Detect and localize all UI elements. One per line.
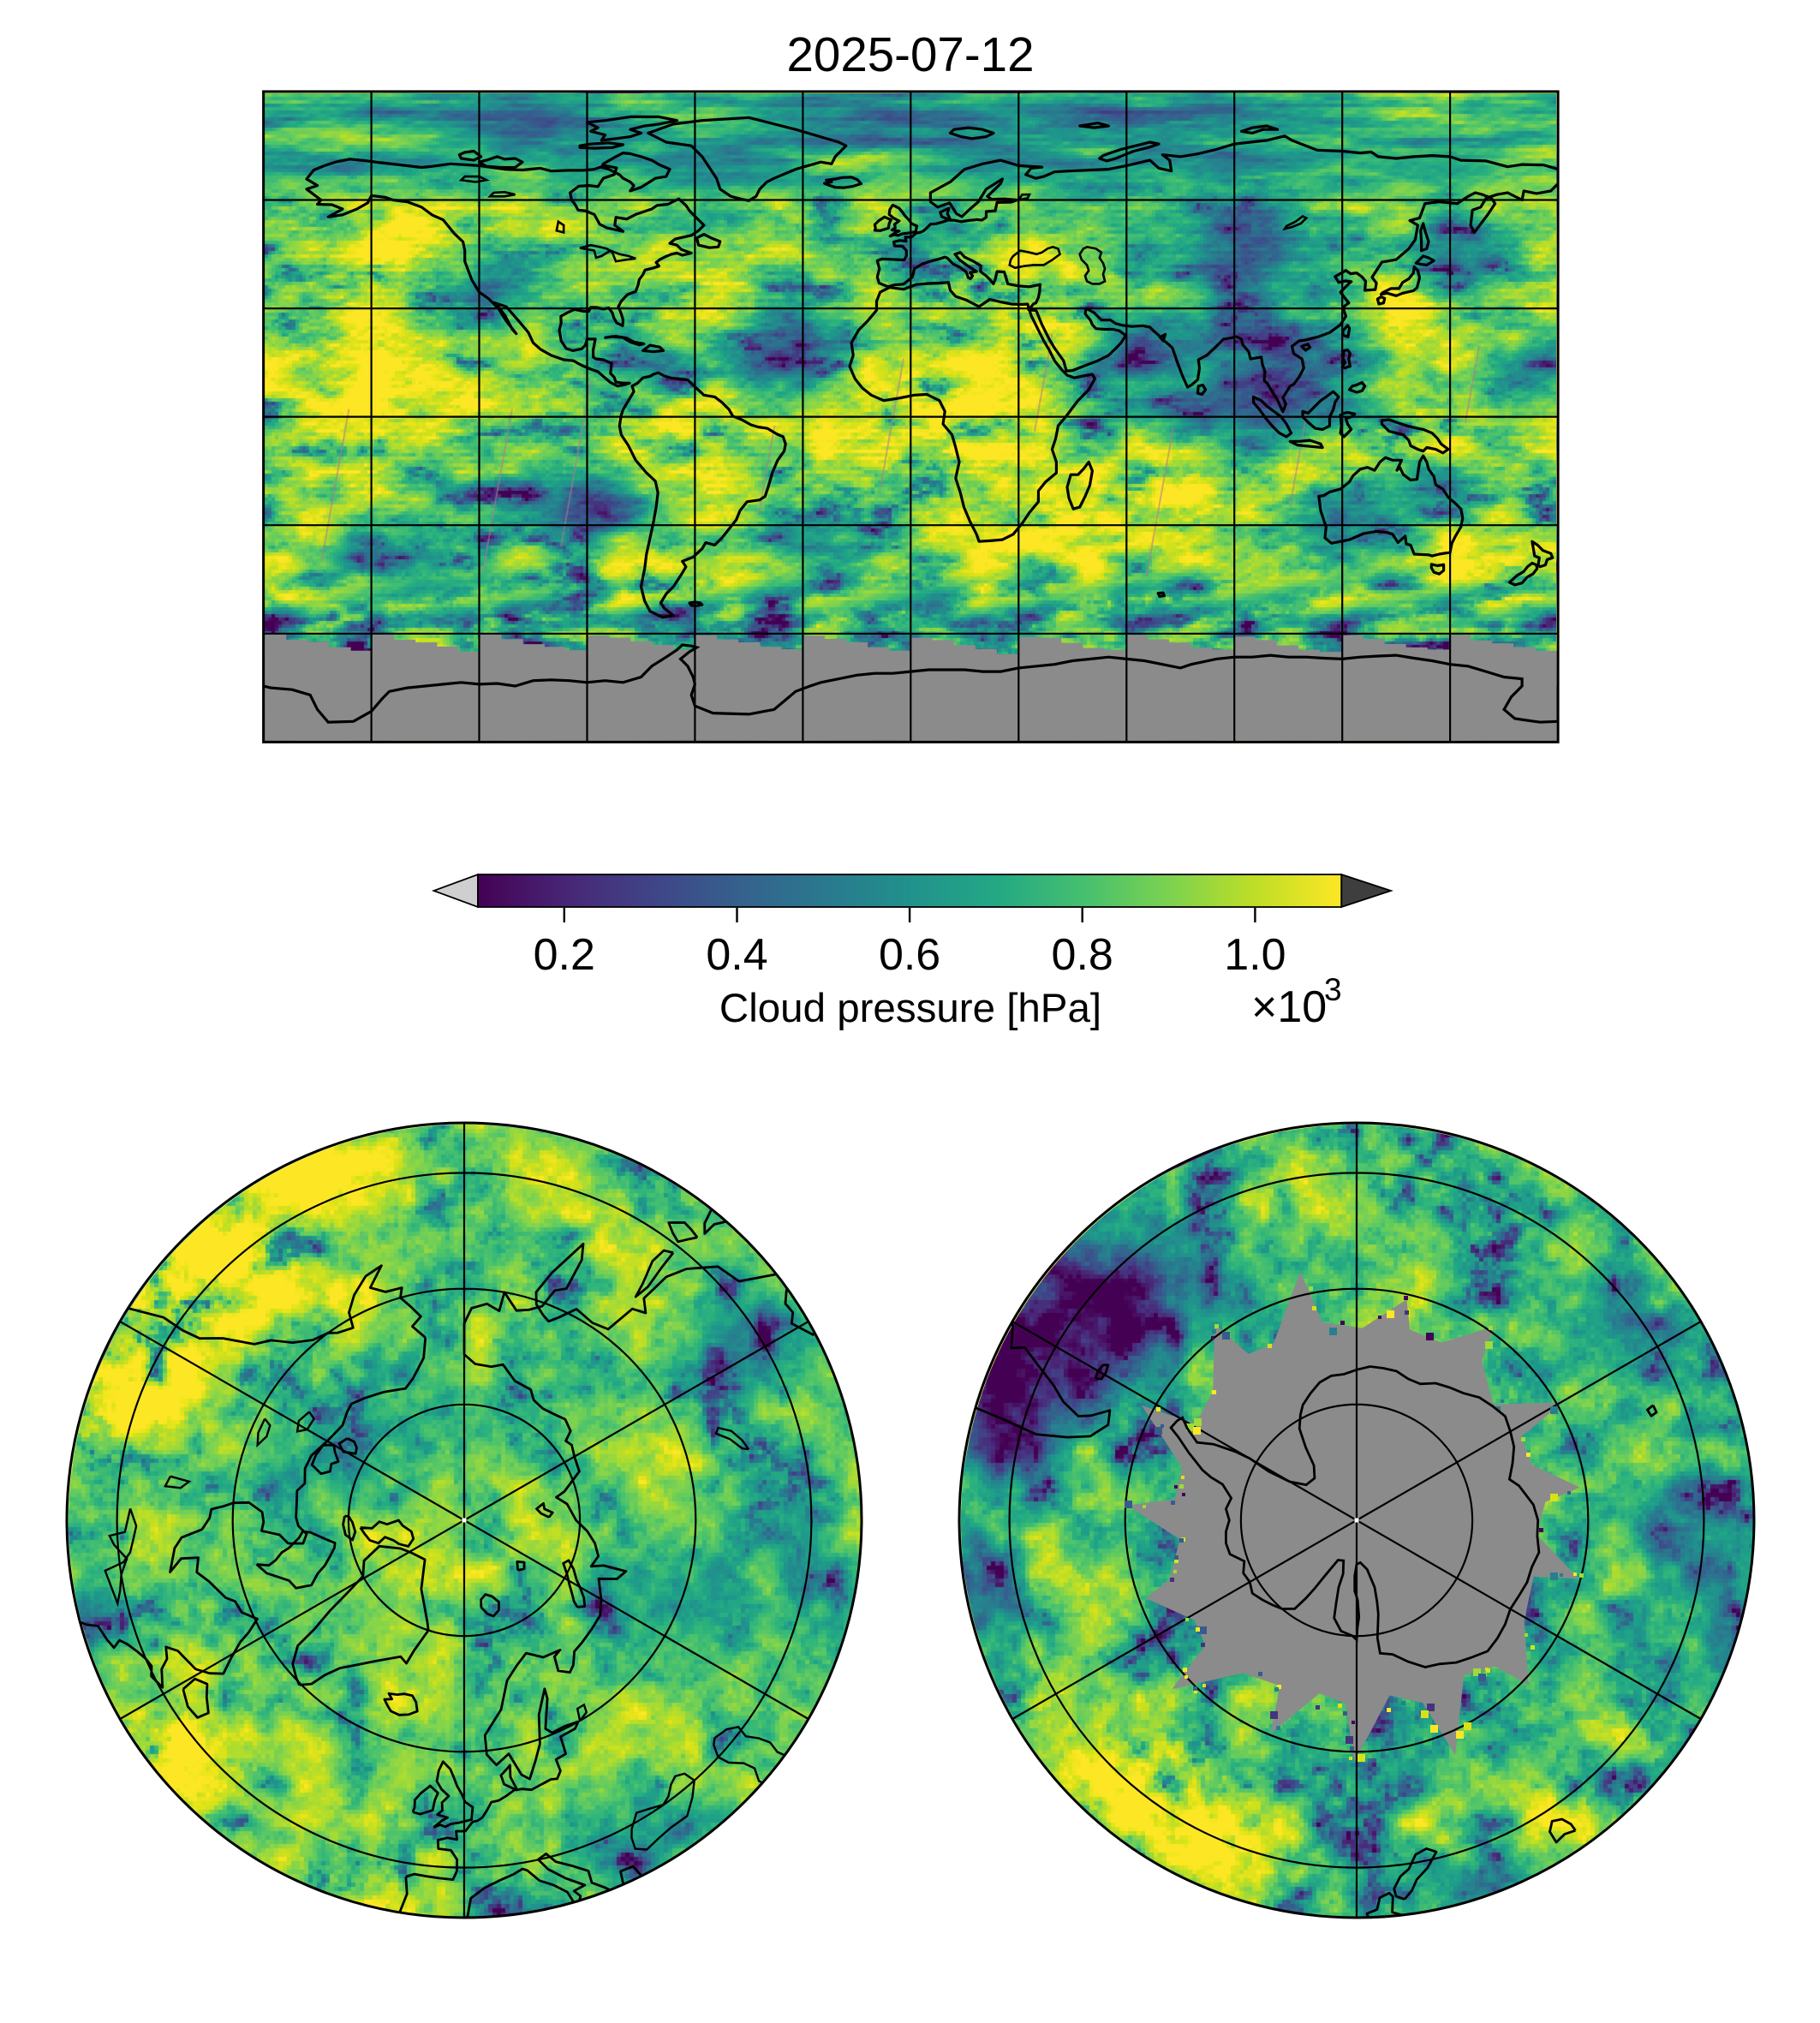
svg-text:0.8: 0.8 <box>1052 930 1113 980</box>
svg-text:Cloud pressure [hPa]: Cloud pressure [hPa] <box>719 986 1101 1031</box>
svg-text:3: 3 <box>1324 972 1342 1007</box>
svg-text:2025-07-12: 2025-07-12 <box>786 27 1034 81</box>
svg-text:0.6: 0.6 <box>879 930 940 980</box>
svg-text:×10: ×10 <box>1251 982 1327 1032</box>
svg-text:0.2: 0.2 <box>534 930 595 980</box>
svg-text:0.4: 0.4 <box>706 930 767 980</box>
svg-text:1.0: 1.0 <box>1224 930 1286 980</box>
